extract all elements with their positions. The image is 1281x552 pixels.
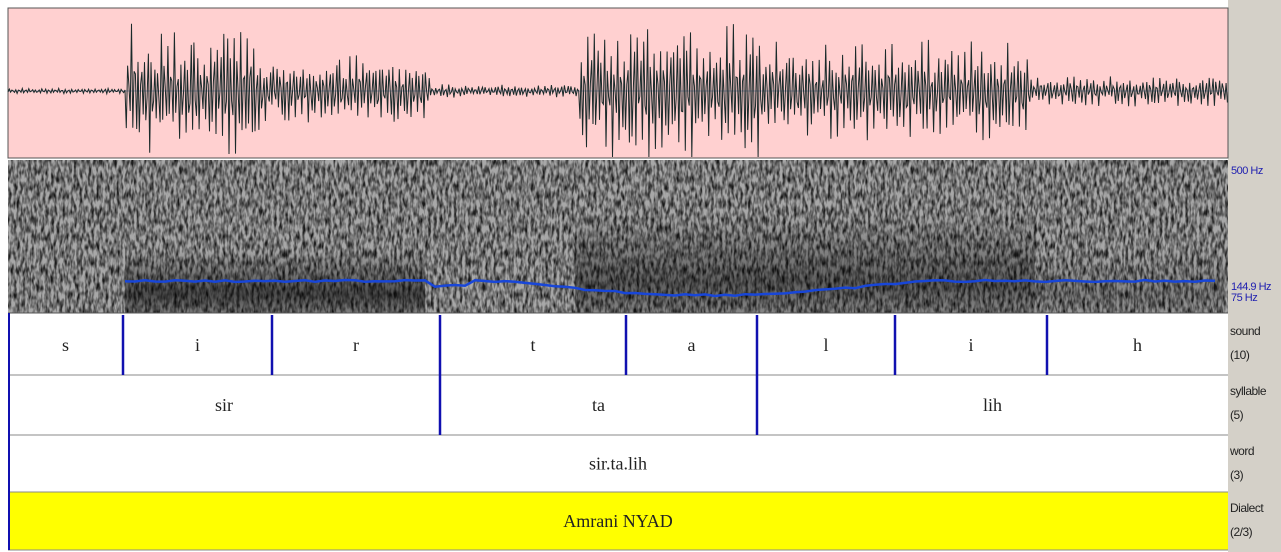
interval-label: sir.ta.lih xyxy=(589,454,647,474)
tier-count: (3) xyxy=(1230,468,1244,482)
interval-label: r xyxy=(353,335,359,355)
interval-label: i xyxy=(968,335,973,355)
interval-label: t xyxy=(530,335,535,355)
tier-count: (5) xyxy=(1230,408,1244,422)
pitch-contour xyxy=(124,278,1216,298)
interval-label: sir xyxy=(215,395,233,415)
interval-label: s xyxy=(62,335,69,355)
tier-name: Dialect xyxy=(1230,501,1264,515)
interval-label: lih xyxy=(983,395,1002,415)
pitch-bottom: 75 Hz xyxy=(1231,292,1257,304)
interval-label: i xyxy=(195,335,200,355)
interval-label: a xyxy=(688,335,696,355)
tier-count: (10) xyxy=(1230,348,1250,362)
waveform xyxy=(7,23,1228,158)
tier-name: sound xyxy=(1230,324,1260,338)
interval-label: ta xyxy=(592,395,605,415)
spectrogram xyxy=(8,160,1228,313)
interval-label: h xyxy=(1133,335,1142,355)
tier-name: word xyxy=(1229,444,1254,458)
pitch-current: 144.9 Hz xyxy=(1231,281,1271,293)
tier-name: syllable xyxy=(1230,384,1267,398)
interval-label: l xyxy=(823,335,828,355)
dialect-tier-bg xyxy=(8,492,1228,550)
interval-label: Amrani NYAD xyxy=(563,511,673,531)
tier-count: (2/3) xyxy=(1230,525,1253,539)
pitch-top: 500 Hz xyxy=(1231,165,1263,177)
